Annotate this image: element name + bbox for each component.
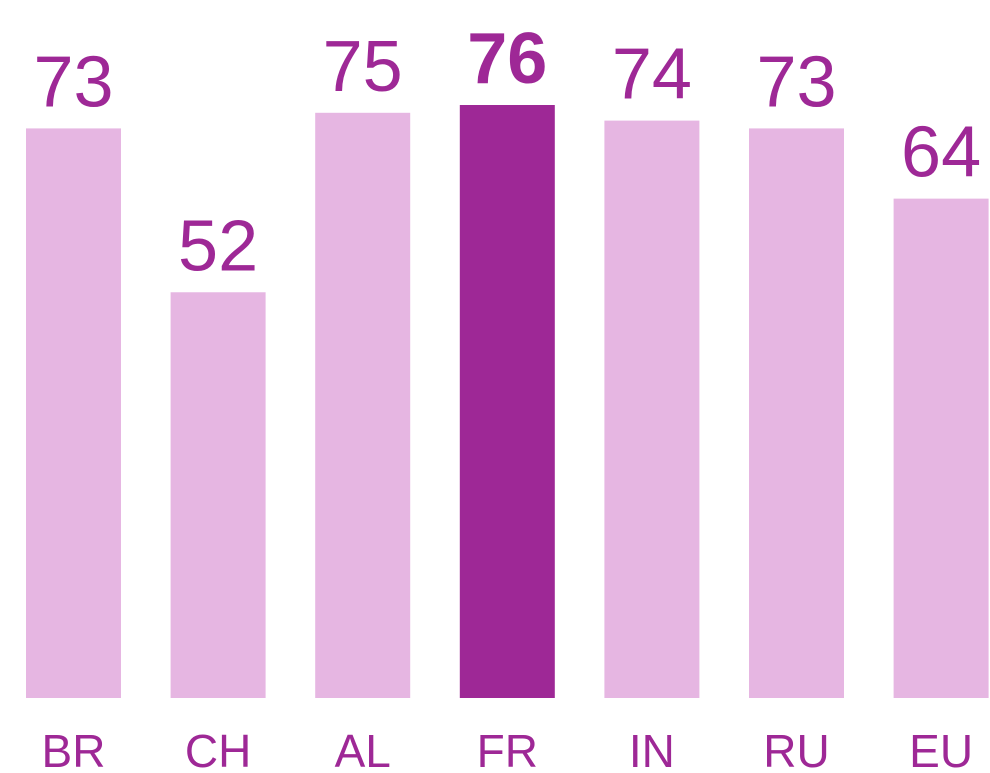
- x-tick-label: AL: [335, 725, 391, 773]
- value-label: 73: [756, 42, 836, 122]
- value-label: 74: [612, 35, 692, 115]
- value-label: 75: [323, 27, 403, 107]
- bar: [315, 112, 411, 699]
- x-tick-label: FR: [477, 725, 538, 773]
- value-label: 64: [901, 113, 981, 193]
- value-label: 52: [178, 206, 258, 286]
- bar: [170, 292, 266, 698]
- bar: [26, 128, 121, 698]
- x-tick-label: CH: [185, 725, 251, 773]
- bar: [604, 120, 700, 698]
- bar: [893, 198, 989, 698]
- x-tick-label: EU: [909, 725, 973, 773]
- x-tick-label: BR: [42, 725, 106, 773]
- value-label: 76: [467, 19, 547, 99]
- x-tick-label: RU: [763, 725, 829, 773]
- bar: [459, 105, 555, 698]
- bar: [749, 128, 844, 698]
- value-label: 73: [33, 42, 113, 122]
- x-tick-label: IN: [629, 725, 675, 773]
